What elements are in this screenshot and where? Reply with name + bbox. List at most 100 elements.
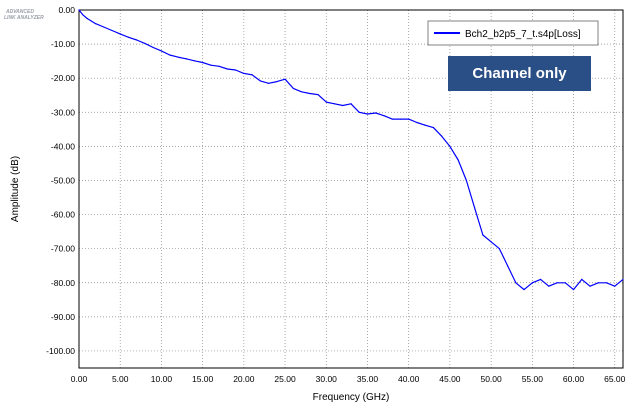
series-point: [474, 207, 476, 209]
series-point: [581, 278, 583, 280]
series-point: [226, 68, 228, 70]
y-axis-label: Amplitude (dB): [10, 156, 21, 222]
logo: ADVANCED LINK ANALYZER: [4, 9, 44, 21]
series-point: [185, 58, 187, 60]
series-point: [366, 113, 369, 115]
series-point: [432, 127, 435, 129]
series-point: [589, 285, 591, 287]
logo-line-1: ADVANCED: [5, 9, 34, 15]
series-point: [490, 241, 492, 243]
series-point: [276, 81, 278, 83]
series-point: [309, 92, 311, 95]
series-point: [531, 282, 533, 284]
y-tick-label: -30.00: [51, 107, 75, 117]
series-point: [614, 285, 616, 287]
series-point: [424, 124, 426, 126]
series-point: [292, 87, 294, 90]
x-tick-label: 20.00: [233, 374, 255, 384]
series-point: [152, 46, 154, 49]
series-point: [457, 159, 459, 161]
channel-only-annotation: Channel only: [448, 56, 591, 91]
series-point: [350, 103, 352, 105]
series-point: [465, 179, 467, 182]
series-point: [498, 248, 500, 250]
series-point: [218, 65, 220, 67]
series-point: [333, 103, 336, 105]
series-point: [119, 33, 121, 35]
series-point: [177, 56, 179, 58]
series-point: [202, 61, 204, 64]
y-tick-label: -90.00: [51, 312, 75, 322]
series-point: [325, 101, 327, 103]
series-point: [111, 29, 113, 32]
legend: Bch2_b2p5_7_t.s4p[Loss]: [427, 20, 599, 46]
y-tick-label: -20.00: [51, 73, 75, 83]
series-point: [597, 282, 599, 284]
series-point: [515, 282, 517, 284]
x-tick-label: 40.00: [398, 374, 420, 384]
series-point: [78, 9, 80, 11]
series-point: [342, 104, 344, 107]
series-point: [548, 285, 550, 287]
logo-line-2: LINK ANALYZER: [4, 15, 44, 21]
x-tick-label: 10.00: [151, 374, 173, 384]
series-point: [127, 36, 130, 38]
series-point: [556, 282, 558, 284]
series-point: [103, 26, 105, 28]
series-point: [317, 93, 319, 96]
series-point: [572, 288, 575, 291]
series-point: [235, 69, 237, 71]
y-tick-label: -60.00: [51, 210, 75, 220]
x-tick-label: 65.00: [604, 374, 625, 384]
x-tick-label: 0.00: [71, 374, 88, 384]
y-tick-label: 0.00: [58, 5, 75, 15]
series-point: [358, 111, 360, 113]
x-tick-label: 35.00: [357, 374, 379, 384]
legend-label: Bch2_b2p5_7_t.s4p[Loss]: [465, 29, 581, 40]
series-point: [507, 265, 509, 267]
x-tick-labels: 0.00 5.00 10.00 15.00 20.00 25.00 30.00 35.00 40…: [71, 374, 625, 384]
series-point: [144, 42, 146, 45]
series-point: [210, 64, 212, 66]
series-point: [375, 112, 377, 114]
series-point: [82, 14, 84, 16]
y-tick-label: -70.00: [51, 244, 75, 254]
series-point: [284, 78, 286, 80]
series-point: [300, 91, 303, 93]
x-tick-label: 5.00: [112, 374, 129, 384]
series-point: [267, 82, 270, 84]
y-tick-labels: 0.00 -10.00 -20.00 -30.00 -40.00 -50.00 -60.00…: [46, 5, 75, 356]
series-point: [605, 282, 608, 284]
series-point: [416, 121, 418, 124]
series-point: [86, 17, 88, 20]
series-point: [408, 118, 410, 120]
series-point: [539, 278, 542, 280]
y-tick-label: -50.00: [51, 175, 75, 185]
series-point: [482, 234, 484, 236]
series-point: [94, 23, 97, 25]
x-tick-label: 15.00: [192, 374, 214, 384]
series-point: [441, 135, 443, 137]
x-tick-label: 30.00: [316, 374, 338, 384]
series-point: [523, 288, 525, 291]
x-axis-label: Frequency (GHz): [313, 392, 390, 403]
series-point: [564, 282, 566, 284]
series-line: [78, 9, 624, 291]
series-point: [251, 74, 253, 76]
series-point: [160, 50, 163, 52]
plot-frame: [78, 9, 624, 369]
series-point: [136, 39, 138, 41]
series-point: [193, 60, 195, 62]
series-point: [383, 115, 385, 117]
series-point: [243, 72, 245, 75]
series-point: [449, 145, 451, 147]
x-tick-label: 50.00: [480, 374, 502, 384]
x-tick-label: 55.00: [522, 374, 544, 384]
series-point: [399, 118, 402, 120]
series-point: [622, 278, 624, 280]
y-tick-label: -100.00: [46, 346, 75, 356]
series-point: [259, 80, 261, 82]
series-point: [169, 54, 171, 56]
series-layer: [78, 9, 624, 291]
y-tick-label: -40.00: [51, 141, 75, 151]
